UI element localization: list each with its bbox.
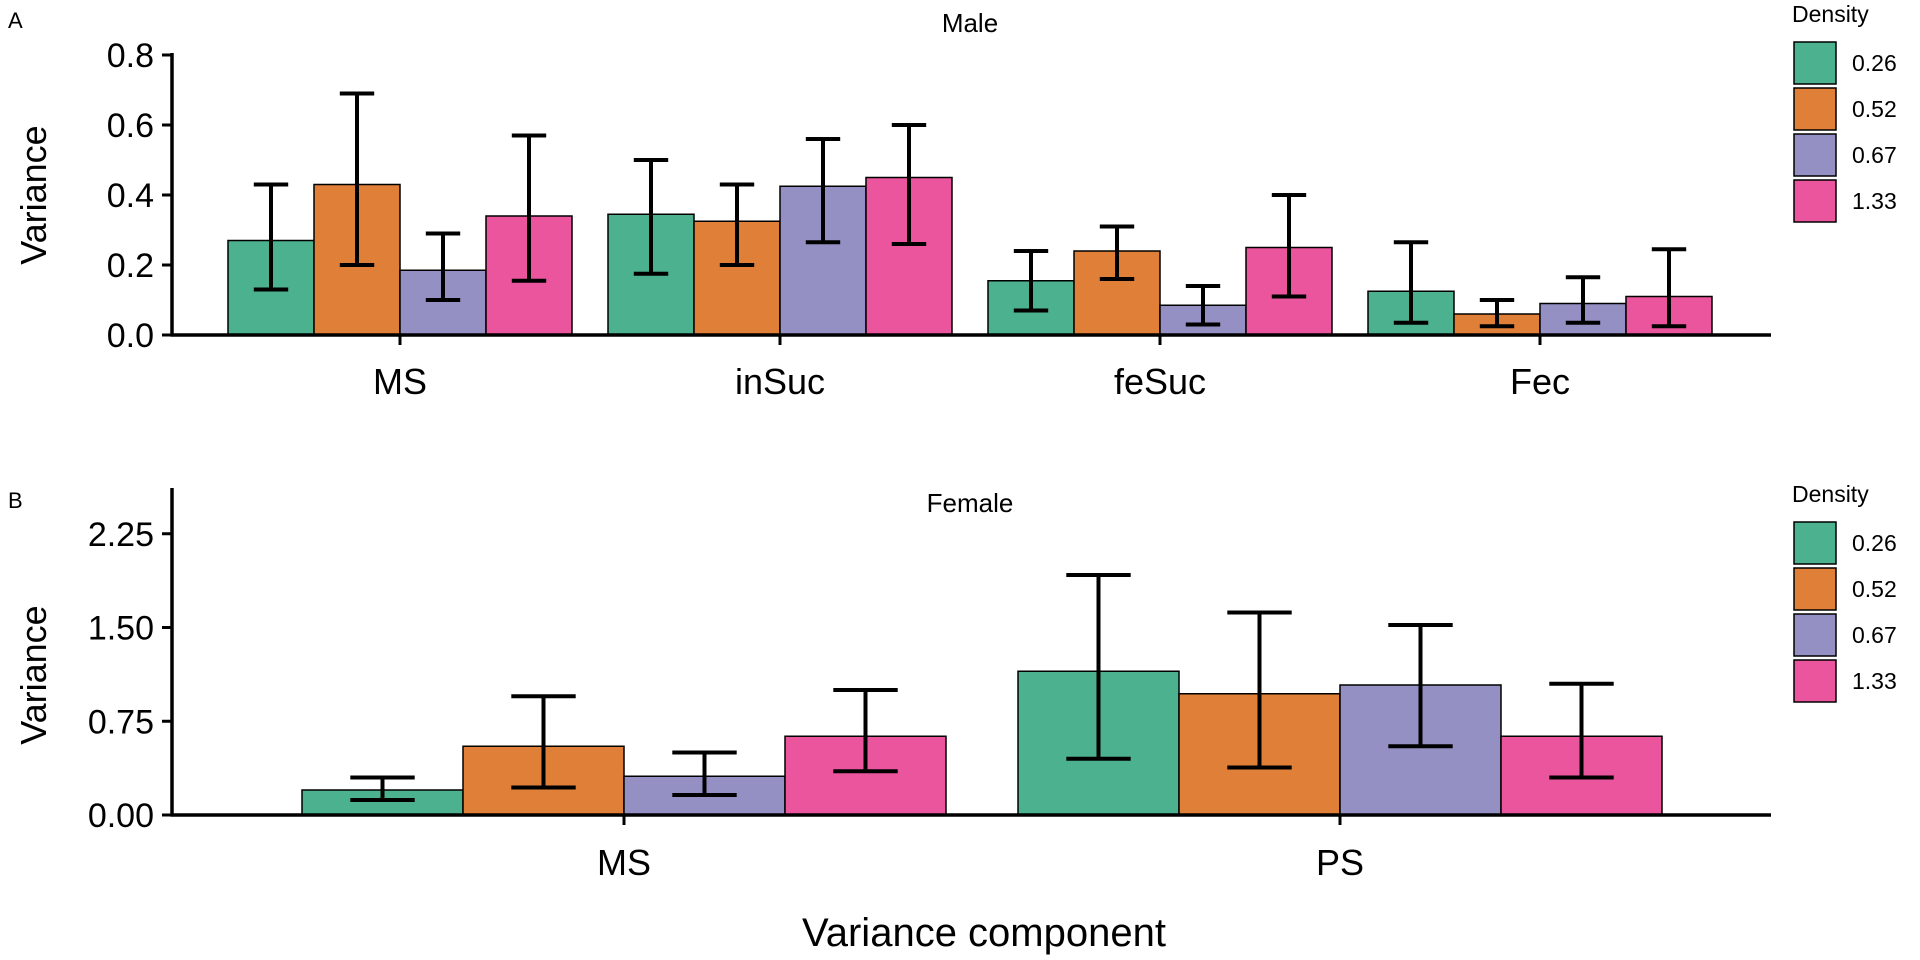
panel-title: Female: [927, 488, 1014, 518]
legend-swatch: [1793, 133, 1837, 177]
legend: Density 0.26 0.52 0.67 1.33: [1792, 481, 1897, 703]
legend-swatch: [1793, 613, 1837, 657]
y-axis-label: Variance: [13, 125, 54, 264]
legend-label: 0.52: [1852, 576, 1897, 602]
legend-swatch: [1793, 87, 1837, 131]
y-tick-label: 2.25: [88, 516, 154, 554]
x-tick-label: MS: [597, 842, 651, 883]
x-axis-label: Variance component: [802, 911, 1166, 955]
legend-swatch: [1793, 179, 1837, 223]
y-tick-label: 1.50: [88, 610, 154, 648]
legend: Density 0.26 0.52 0.67 1.33: [1792, 1, 1897, 223]
legend-label: 1.33: [1852, 188, 1897, 214]
legend-label: 0.67: [1852, 142, 1897, 168]
legend-label: 0.52: [1852, 96, 1897, 122]
legend-swatch: [1793, 521, 1837, 565]
panel-a-male: A Male Variance 0.0 0.2 0.4 0.6 0.8 MS inSuc feSuc…: [8, 1, 1897, 402]
y-tick-label: 0.2: [107, 247, 154, 285]
legend-label: 1.33: [1852, 668, 1897, 694]
legend-title: Density: [1792, 481, 1869, 507]
y-tick-label: 0.0: [107, 317, 154, 355]
x-tick-label: PS: [1316, 842, 1364, 883]
x-tick-label: MS: [373, 361, 427, 402]
legend-swatch: [1793, 567, 1837, 611]
legend-label: 0.26: [1852, 50, 1897, 76]
legend-swatch: [1793, 659, 1837, 703]
x-tick-label: inSuc: [735, 361, 825, 402]
legend-label: 0.26: [1852, 530, 1897, 556]
y-tick-label: 0.6: [107, 107, 154, 145]
legend-title: Density: [1792, 1, 1869, 27]
y-tick-label: 0.8: [107, 37, 154, 75]
legend-label: 0.67: [1852, 622, 1897, 648]
x-tick-label: Fec: [1510, 361, 1570, 402]
panel-letter: A: [8, 8, 23, 33]
y-tick-label: 0.4: [107, 177, 154, 215]
x-tick-label: feSuc: [1114, 361, 1206, 402]
panel-letter: B: [8, 488, 23, 513]
panel-b-female: B Female Variance 0.00 0.75 1.50 2.25 MS PS Densi…: [8, 481, 1897, 883]
panel-title: Male: [942, 8, 998, 38]
y-tick-label: 0.75: [88, 703, 154, 741]
legend-swatch: [1793, 41, 1837, 85]
y-tick-label: 0.00: [88, 797, 154, 835]
y-axis-label: Variance: [13, 605, 54, 744]
